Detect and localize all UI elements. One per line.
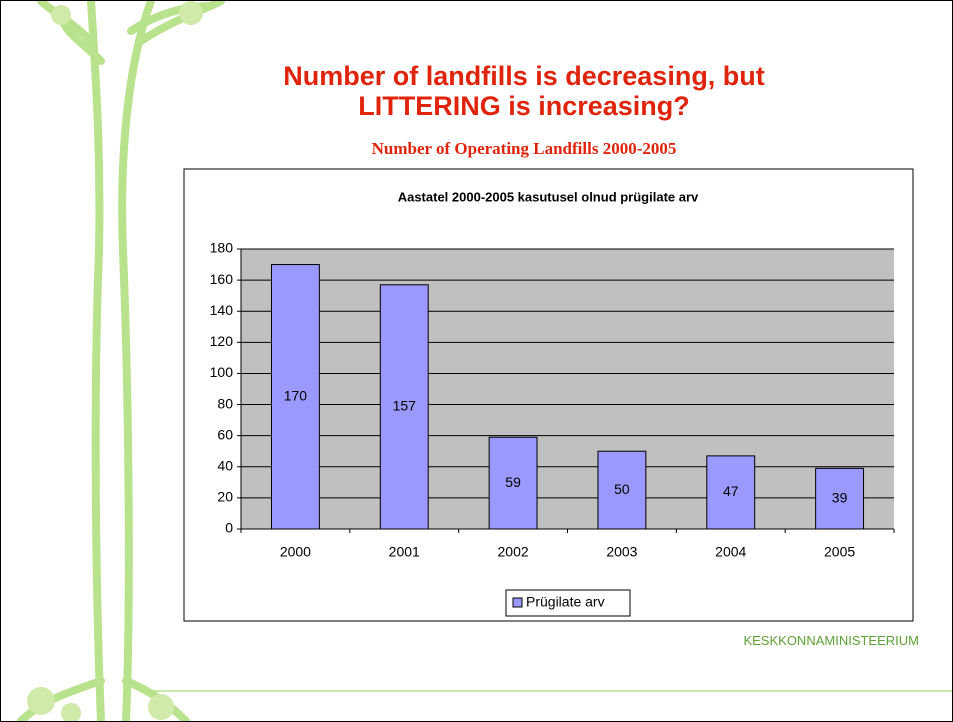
y-tick-label: 60 — [217, 426, 233, 442]
y-tick-label: 120 — [210, 333, 234, 349]
y-tick-label: 100 — [210, 364, 234, 380]
x-tick-label: 2003 — [606, 544, 637, 560]
legend-label: Prügilate arv — [526, 594, 605, 610]
y-tick-label: 80 — [217, 395, 233, 411]
bar — [488, 436, 538, 530]
value-label: 47 — [723, 483, 739, 499]
y-tick-label: 140 — [210, 302, 234, 318]
x-tick-label: 2005 — [824, 544, 855, 560]
slide-title: Number of landfills is decreasing, but L… — [283, 61, 765, 121]
value-label: 39 — [832, 489, 848, 505]
y-tick-label: 20 — [217, 489, 233, 505]
bar — [379, 284, 429, 530]
bar — [270, 264, 320, 530]
value-label: 59 — [505, 474, 521, 490]
bar — [597, 450, 647, 530]
y-tick-label: 40 — [217, 457, 233, 473]
legend-frame — [505, 589, 631, 617]
value-label: 170 — [284, 387, 308, 403]
plot-area — [241, 249, 894, 529]
y-tick-label: 0 — [225, 520, 233, 536]
value-label: 50 — [614, 481, 630, 497]
chart-title: Aastatel 2000-2005 kasutusel olnud prügi… — [398, 189, 699, 204]
slide-subtitle: Number of Operating Landfills 2000-2005 — [371, 139, 677, 158]
y-tick-label: 180 — [210, 240, 234, 256]
bar — [815, 467, 865, 530]
legend-swatch — [512, 597, 523, 608]
x-tick-label: 2002 — [498, 544, 529, 560]
value-label: 157 — [393, 398, 417, 414]
bar — [706, 455, 756, 530]
x-tick-label: 2004 — [715, 544, 746, 560]
y-tick-label: 160 — [210, 271, 234, 287]
x-tick-label: 2001 — [389, 544, 420, 560]
x-tick-label: 2000 — [280, 544, 311, 560]
footer: KESKKONNAMINISTEERIUM — [743, 633, 919, 648]
